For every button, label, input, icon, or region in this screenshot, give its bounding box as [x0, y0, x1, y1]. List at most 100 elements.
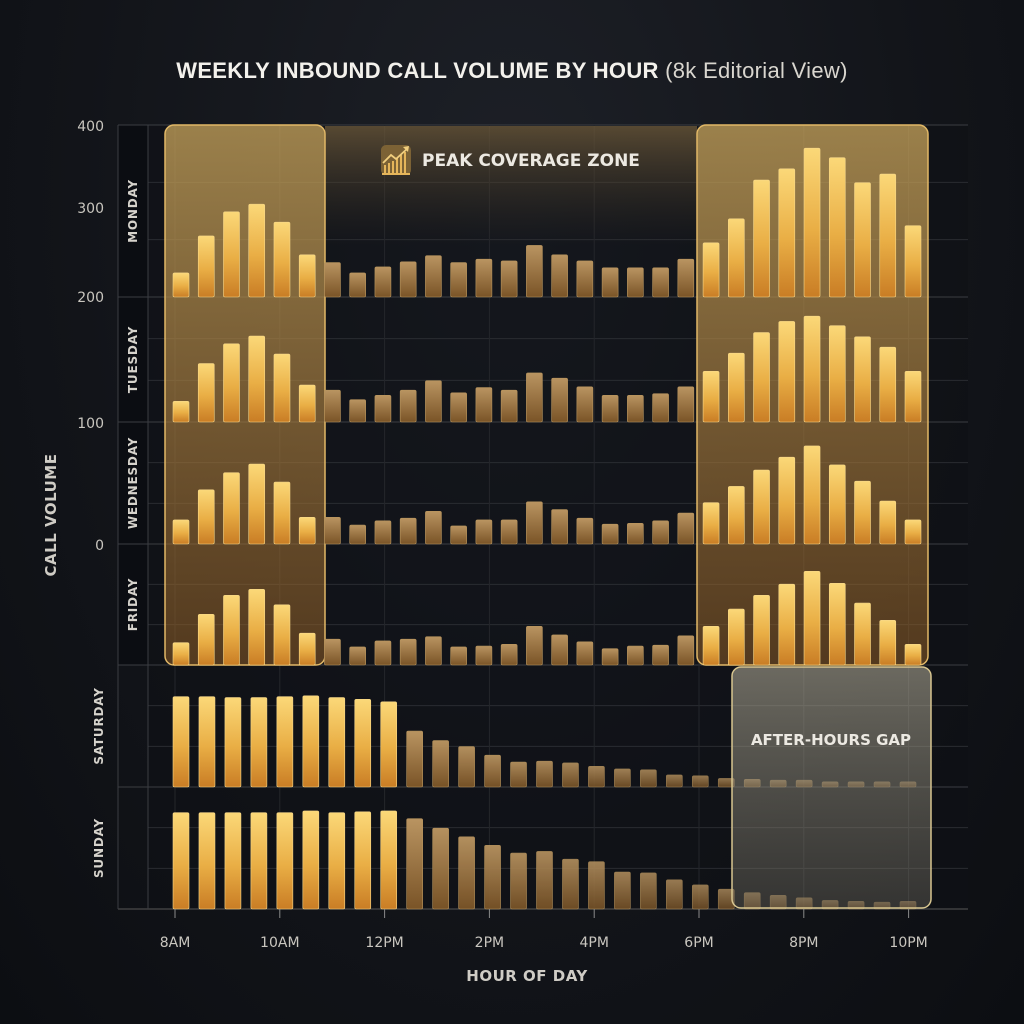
peak-coverage-zone-label: PEAK COVERAGE ZONE — [422, 151, 640, 171]
bar-friday-10 — [425, 636, 442, 666]
bar-monday-1 — [197, 235, 215, 298]
bar-sunday-12 — [484, 845, 501, 910]
bar-tuesday-14 — [526, 372, 543, 423]
bar-monday-11 — [450, 262, 467, 298]
bar-sunday-9 — [406, 818, 423, 910]
bar-friday-28 — [879, 619, 897, 666]
after-hours-gap-zone — [731, 666, 932, 909]
bar-wednesday-0 — [172, 519, 190, 545]
bar-monday-4 — [273, 221, 291, 298]
bar-tuesday-0 — [172, 401, 190, 423]
y-tick-label: 400 — [77, 119, 104, 135]
bar-sunday-5 — [302, 810, 320, 910]
bar-tuesday-2 — [223, 343, 240, 423]
bar-friday-5 — [298, 632, 316, 666]
bar-friday-3 — [248, 589, 266, 666]
bar-sunday-20 — [691, 884, 709, 910]
bar-monday-22 — [728, 218, 745, 298]
bar-wednesday-14 — [526, 501, 543, 545]
bar-monday-18 — [627, 267, 644, 298]
bar-monday-17 — [601, 267, 619, 298]
bar-monday-8 — [374, 266, 392, 298]
bar-sunday-17 — [614, 871, 631, 910]
bar-sunday-2 — [224, 812, 242, 910]
bar-saturday-16 — [588, 766, 605, 788]
bar-monday-15 — [551, 254, 568, 298]
bar-monday-0 — [172, 272, 190, 298]
bar-wednesday-11 — [450, 525, 467, 545]
x-axis-title: HOUR OF DAY — [466, 967, 588, 985]
bar-saturday-1 — [198, 696, 216, 788]
bar-friday-4 — [273, 604, 291, 666]
bar-friday-15 — [551, 634, 568, 666]
bar-monday-24 — [778, 168, 796, 298]
bar-friday-13 — [500, 644, 518, 666]
bar-saturday-4 — [276, 696, 294, 788]
bars — [172, 147, 922, 910]
bar-tuesday-4 — [273, 353, 291, 423]
bar-wednesday-25 — [803, 445, 821, 545]
bar-monday-27 — [854, 182, 871, 298]
bar-sunday-13 — [510, 852, 527, 910]
bar-saturday-2 — [224, 697, 242, 788]
bar-monday-16 — [576, 260, 594, 298]
bar-sunday-19 — [666, 879, 683, 910]
bar-monday-13 — [500, 260, 518, 298]
bar-saturday-0 — [172, 696, 190, 788]
bar-friday-6 — [324, 638, 341, 666]
x-tick-label: 8PM — [789, 935, 818, 951]
bar-friday-25 — [803, 570, 821, 666]
bar-tuesday-27 — [854, 336, 871, 423]
bar-wednesday-21 — [702, 502, 720, 545]
bar-sunday-14 — [536, 851, 553, 910]
y-tick-label: 0 — [95, 538, 104, 554]
bar-tuesday-11 — [450, 392, 467, 423]
bar-friday-20 — [677, 635, 695, 666]
x-tick-label: 10PM — [889, 935, 927, 951]
bar-wednesday-18 — [627, 523, 644, 545]
bar-saturday-3 — [250, 697, 268, 788]
bar-wednesday-6 — [324, 517, 341, 545]
bar-saturday-14 — [536, 760, 553, 788]
bar-wednesday-13 — [500, 519, 518, 545]
bar-tuesday-9 — [399, 389, 417, 423]
bar-friday-18 — [627, 645, 644, 666]
y-tick-label: 300 — [77, 201, 104, 217]
bar-sunday-8 — [380, 810, 398, 910]
after-hours-gap-label: AFTER-HOURS GAP — [751, 731, 911, 749]
bar-saturday-6 — [328, 697, 346, 788]
bar-tuesday-24 — [778, 321, 796, 423]
day-label-monday: MONDAY — [126, 179, 140, 243]
bar-sunday-10 — [432, 827, 449, 910]
bar-wednesday-4 — [273, 481, 291, 545]
bar-friday-11 — [450, 646, 467, 666]
bar-sunday-11 — [458, 836, 475, 910]
bar-tuesday-3 — [248, 335, 266, 423]
bar-sunday-6 — [328, 812, 346, 910]
bar-monday-23 — [753, 179, 770, 298]
bar-sunday-15 — [562, 858, 579, 910]
bar-tuesday-25 — [803, 315, 821, 423]
bar-tuesday-16 — [576, 386, 594, 423]
bar-friday-23 — [753, 595, 770, 666]
bar-saturday-5 — [302, 695, 320, 788]
bar-tuesday-6 — [324, 389, 341, 423]
bar-tuesday-10 — [425, 380, 442, 423]
bar-tuesday-12 — [475, 387, 493, 423]
bar-saturday-12 — [484, 754, 501, 788]
bar-monday-5 — [298, 254, 316, 298]
bar-wednesday-9 — [399, 517, 417, 545]
x-tick-label: 12PM — [365, 935, 403, 951]
bar-friday-9 — [399, 638, 417, 666]
bar-wednesday-1 — [197, 489, 215, 545]
bar-saturday-17 — [614, 768, 631, 788]
bar-monday-20 — [677, 258, 695, 298]
y-tick-label: 100 — [77, 416, 104, 432]
bar-wednesday-20 — [677, 512, 695, 545]
trending-chart-icon — [381, 145, 411, 175]
bar-monday-7 — [349, 272, 366, 298]
bar-wednesday-7 — [349, 524, 366, 545]
bar-friday-27 — [854, 602, 871, 666]
bar-monday-2 — [223, 211, 240, 298]
